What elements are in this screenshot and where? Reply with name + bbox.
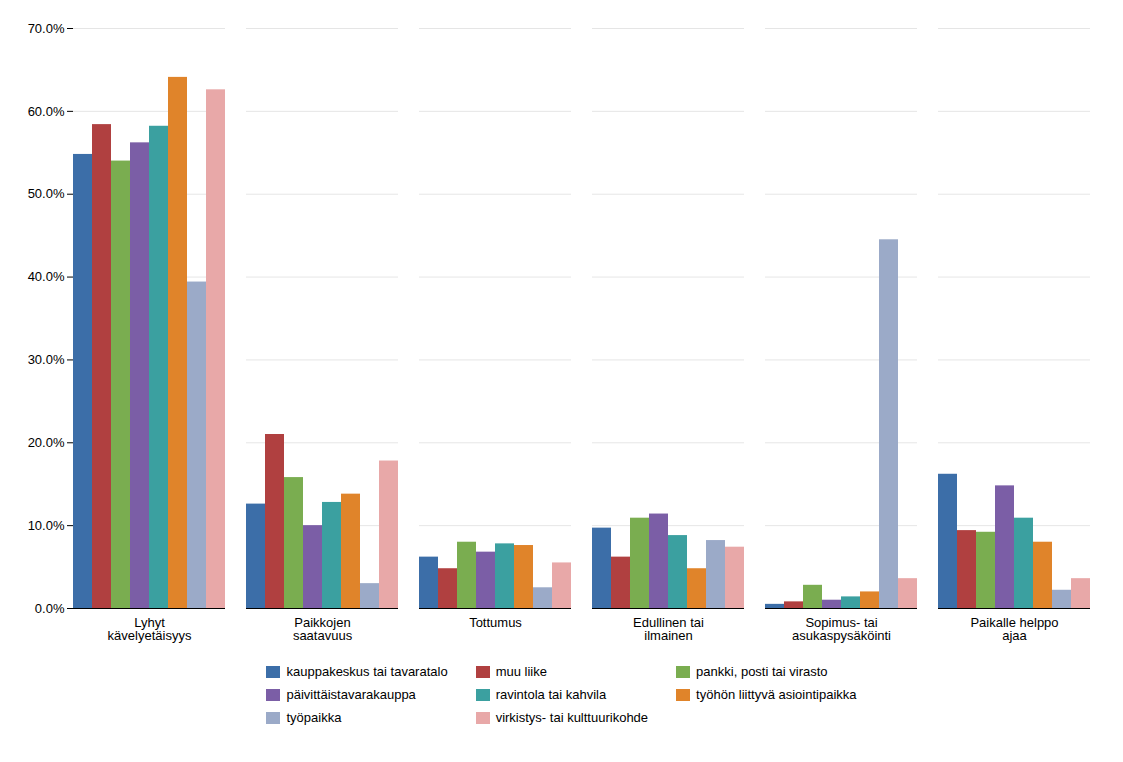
html-text:työpaikka: työpaikka xyxy=(286,710,342,725)
html-text:ravintola tai kahvila: ravintola tai kahvila xyxy=(495,687,607,702)
svg-text:0.0%: 0.0% xyxy=(35,601,65,616)
svg-text:60.0%: 60.0% xyxy=(28,104,65,119)
html-text:työhön liittyvä asiointipaikka: työhön liittyvä asiointipaikka xyxy=(696,687,857,702)
svg-text:30.0%: 30.0% xyxy=(28,352,65,367)
html-text:virkistys- tai kulttuurikohde: virkistys- tai kulttuurikohde xyxy=(495,710,649,725)
html-text:päivittäistavarakauppa: päivittäistavarakauppa xyxy=(286,687,416,702)
svg-text:Paikalle helppoajaa: Paikalle helppoajaa xyxy=(970,615,1058,643)
svg-text:Tottumus: Tottumus xyxy=(469,615,522,630)
svg-text:Lyhytkävelyetäisyys: Lyhytkävelyetäisyys xyxy=(108,615,192,643)
html-text:kauppakeskus tai tavaratalo: kauppakeskus tai tavaratalo xyxy=(286,664,448,679)
svg-text:70.0%: 70.0% xyxy=(28,21,65,36)
svg-text:Sopimus- taiasukaspysäköinti: Sopimus- taiasukaspysäköinti xyxy=(792,615,891,643)
html-text:muu liike: muu liike xyxy=(495,664,547,679)
svg-text:10.0%: 10.0% xyxy=(28,518,65,533)
svg-text:40.0%: 40.0% xyxy=(28,269,65,284)
svg-text:50.0%: 50.0% xyxy=(28,186,65,201)
html-text:pankki, posti tai virasto: pankki, posti tai virasto xyxy=(696,664,828,679)
svg-text:Paikkojensaatavuus: Paikkojensaatavuus xyxy=(293,615,353,643)
svg-text:Edullinen taiilmainen: Edullinen taiilmainen xyxy=(633,615,704,643)
svg-text:20.0%: 20.0% xyxy=(28,435,65,450)
